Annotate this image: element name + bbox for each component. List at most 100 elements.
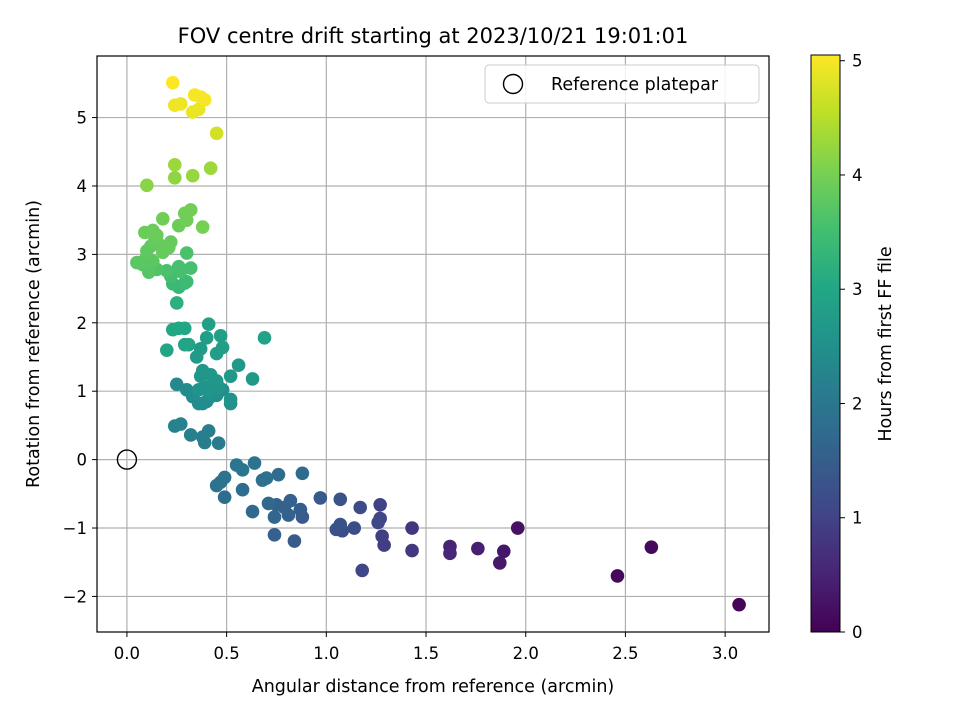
data-point xyxy=(245,504,260,519)
data-point xyxy=(179,246,194,260)
data-point xyxy=(209,126,224,141)
y-tick-label: −2 xyxy=(63,587,87,606)
data-point xyxy=(295,466,310,481)
data-point xyxy=(267,510,282,524)
legend-box xyxy=(484,64,760,104)
data-point xyxy=(271,467,286,482)
x-tick-label: 2.5 xyxy=(612,644,638,663)
data-point xyxy=(156,212,170,226)
data-point xyxy=(159,343,174,357)
reference-marker xyxy=(116,449,138,470)
data-point xyxy=(493,556,507,570)
colorbar-tick-label: 2 xyxy=(852,394,863,413)
y-tick-label: 4 xyxy=(77,177,88,196)
data-point xyxy=(159,264,174,278)
data-point xyxy=(347,521,362,535)
data-point xyxy=(179,274,194,289)
data-point xyxy=(471,541,485,556)
data-point xyxy=(223,369,238,383)
x-tick-label: 1.5 xyxy=(413,644,439,663)
data-point xyxy=(255,473,270,487)
data-point xyxy=(195,220,210,234)
colorbar-gradient xyxy=(810,54,841,633)
data-point xyxy=(146,254,160,269)
data-point xyxy=(171,259,186,274)
x-axis-ticks: 0.0 0.5 1.0 1.5 2.0 2.5 3.0 xyxy=(114,632,738,663)
data-point xyxy=(333,492,348,507)
data-point xyxy=(257,331,272,345)
x-tick-label: 1.0 xyxy=(313,644,339,663)
y-tick-label: 5 xyxy=(77,109,88,128)
data-point xyxy=(181,337,196,352)
x-tick-label: 0.0 xyxy=(114,644,140,663)
data-point xyxy=(199,331,214,345)
plot-frame xyxy=(96,55,770,633)
data-point xyxy=(193,341,208,356)
reference-platepar-point xyxy=(116,449,138,470)
colorbar-label: Hours from first FF file xyxy=(876,246,896,441)
data-point xyxy=(201,317,216,331)
scatter-points xyxy=(130,75,746,612)
data-point xyxy=(373,497,387,512)
data-point xyxy=(177,321,192,336)
data-point xyxy=(610,569,625,583)
legend-marker-icon xyxy=(502,73,524,95)
colorbar-tick-label: 1 xyxy=(852,509,863,528)
data-point xyxy=(197,92,212,107)
data-point xyxy=(644,540,659,554)
data-point xyxy=(405,543,419,558)
x-tick-label: 3.0 xyxy=(712,644,738,663)
chart-title: FOV centre drift starting at 2023/10/21 … xyxy=(178,24,689,48)
colorbar-tick-label: 3 xyxy=(852,280,863,299)
data-point xyxy=(209,478,224,493)
data-point xyxy=(510,521,525,535)
data-point xyxy=(211,436,226,450)
data-point xyxy=(235,482,250,497)
data-point xyxy=(150,228,164,243)
colorbar-tick-label: 0 xyxy=(852,623,863,642)
data-point xyxy=(405,521,419,535)
data-point xyxy=(165,75,180,90)
data-point xyxy=(209,374,224,388)
colorbar: 0 1 2 3 4 5 Hours from first FF file xyxy=(810,52,896,642)
colorbar-tick-label: 5 xyxy=(852,52,863,71)
data-point xyxy=(223,392,238,407)
data-point xyxy=(496,544,511,559)
data-point xyxy=(732,597,746,612)
legend-entry-reference: Reference platepar xyxy=(551,75,719,95)
legend: Reference platepar xyxy=(484,64,760,104)
data-point xyxy=(375,529,389,544)
data-point xyxy=(173,97,188,111)
data-point xyxy=(245,372,260,386)
data-point xyxy=(229,458,244,472)
data-point xyxy=(179,213,194,227)
data-point xyxy=(197,435,212,450)
data-point xyxy=(443,546,457,561)
data-point xyxy=(261,496,276,511)
data-point xyxy=(169,377,184,392)
data-point xyxy=(203,161,218,175)
data-point xyxy=(287,534,302,548)
data-point xyxy=(371,515,385,530)
x-tick-label: 2.0 xyxy=(513,644,539,663)
x-axis-label: Angular distance from reference (arcmin) xyxy=(252,677,615,697)
x-tick-label: 0.5 xyxy=(213,644,239,663)
colorbar-tick-label: 4 xyxy=(852,166,863,185)
data-point xyxy=(213,328,228,343)
data-point xyxy=(215,340,230,355)
y-axis-label: Rotation from reference (arcmin) xyxy=(24,200,44,488)
data-point xyxy=(353,500,368,515)
data-point xyxy=(167,419,182,433)
data-point xyxy=(185,168,200,183)
data-point xyxy=(161,240,176,255)
data-point xyxy=(167,157,182,172)
data-point xyxy=(217,490,232,505)
y-tick-label: 3 xyxy=(77,245,88,264)
data-point xyxy=(183,428,198,442)
data-point xyxy=(169,296,184,310)
data-point xyxy=(293,502,308,517)
data-point xyxy=(201,424,216,438)
y-axis-ticks: −2 −1 0 1 2 3 4 5 xyxy=(63,109,97,606)
data-point xyxy=(231,358,246,373)
